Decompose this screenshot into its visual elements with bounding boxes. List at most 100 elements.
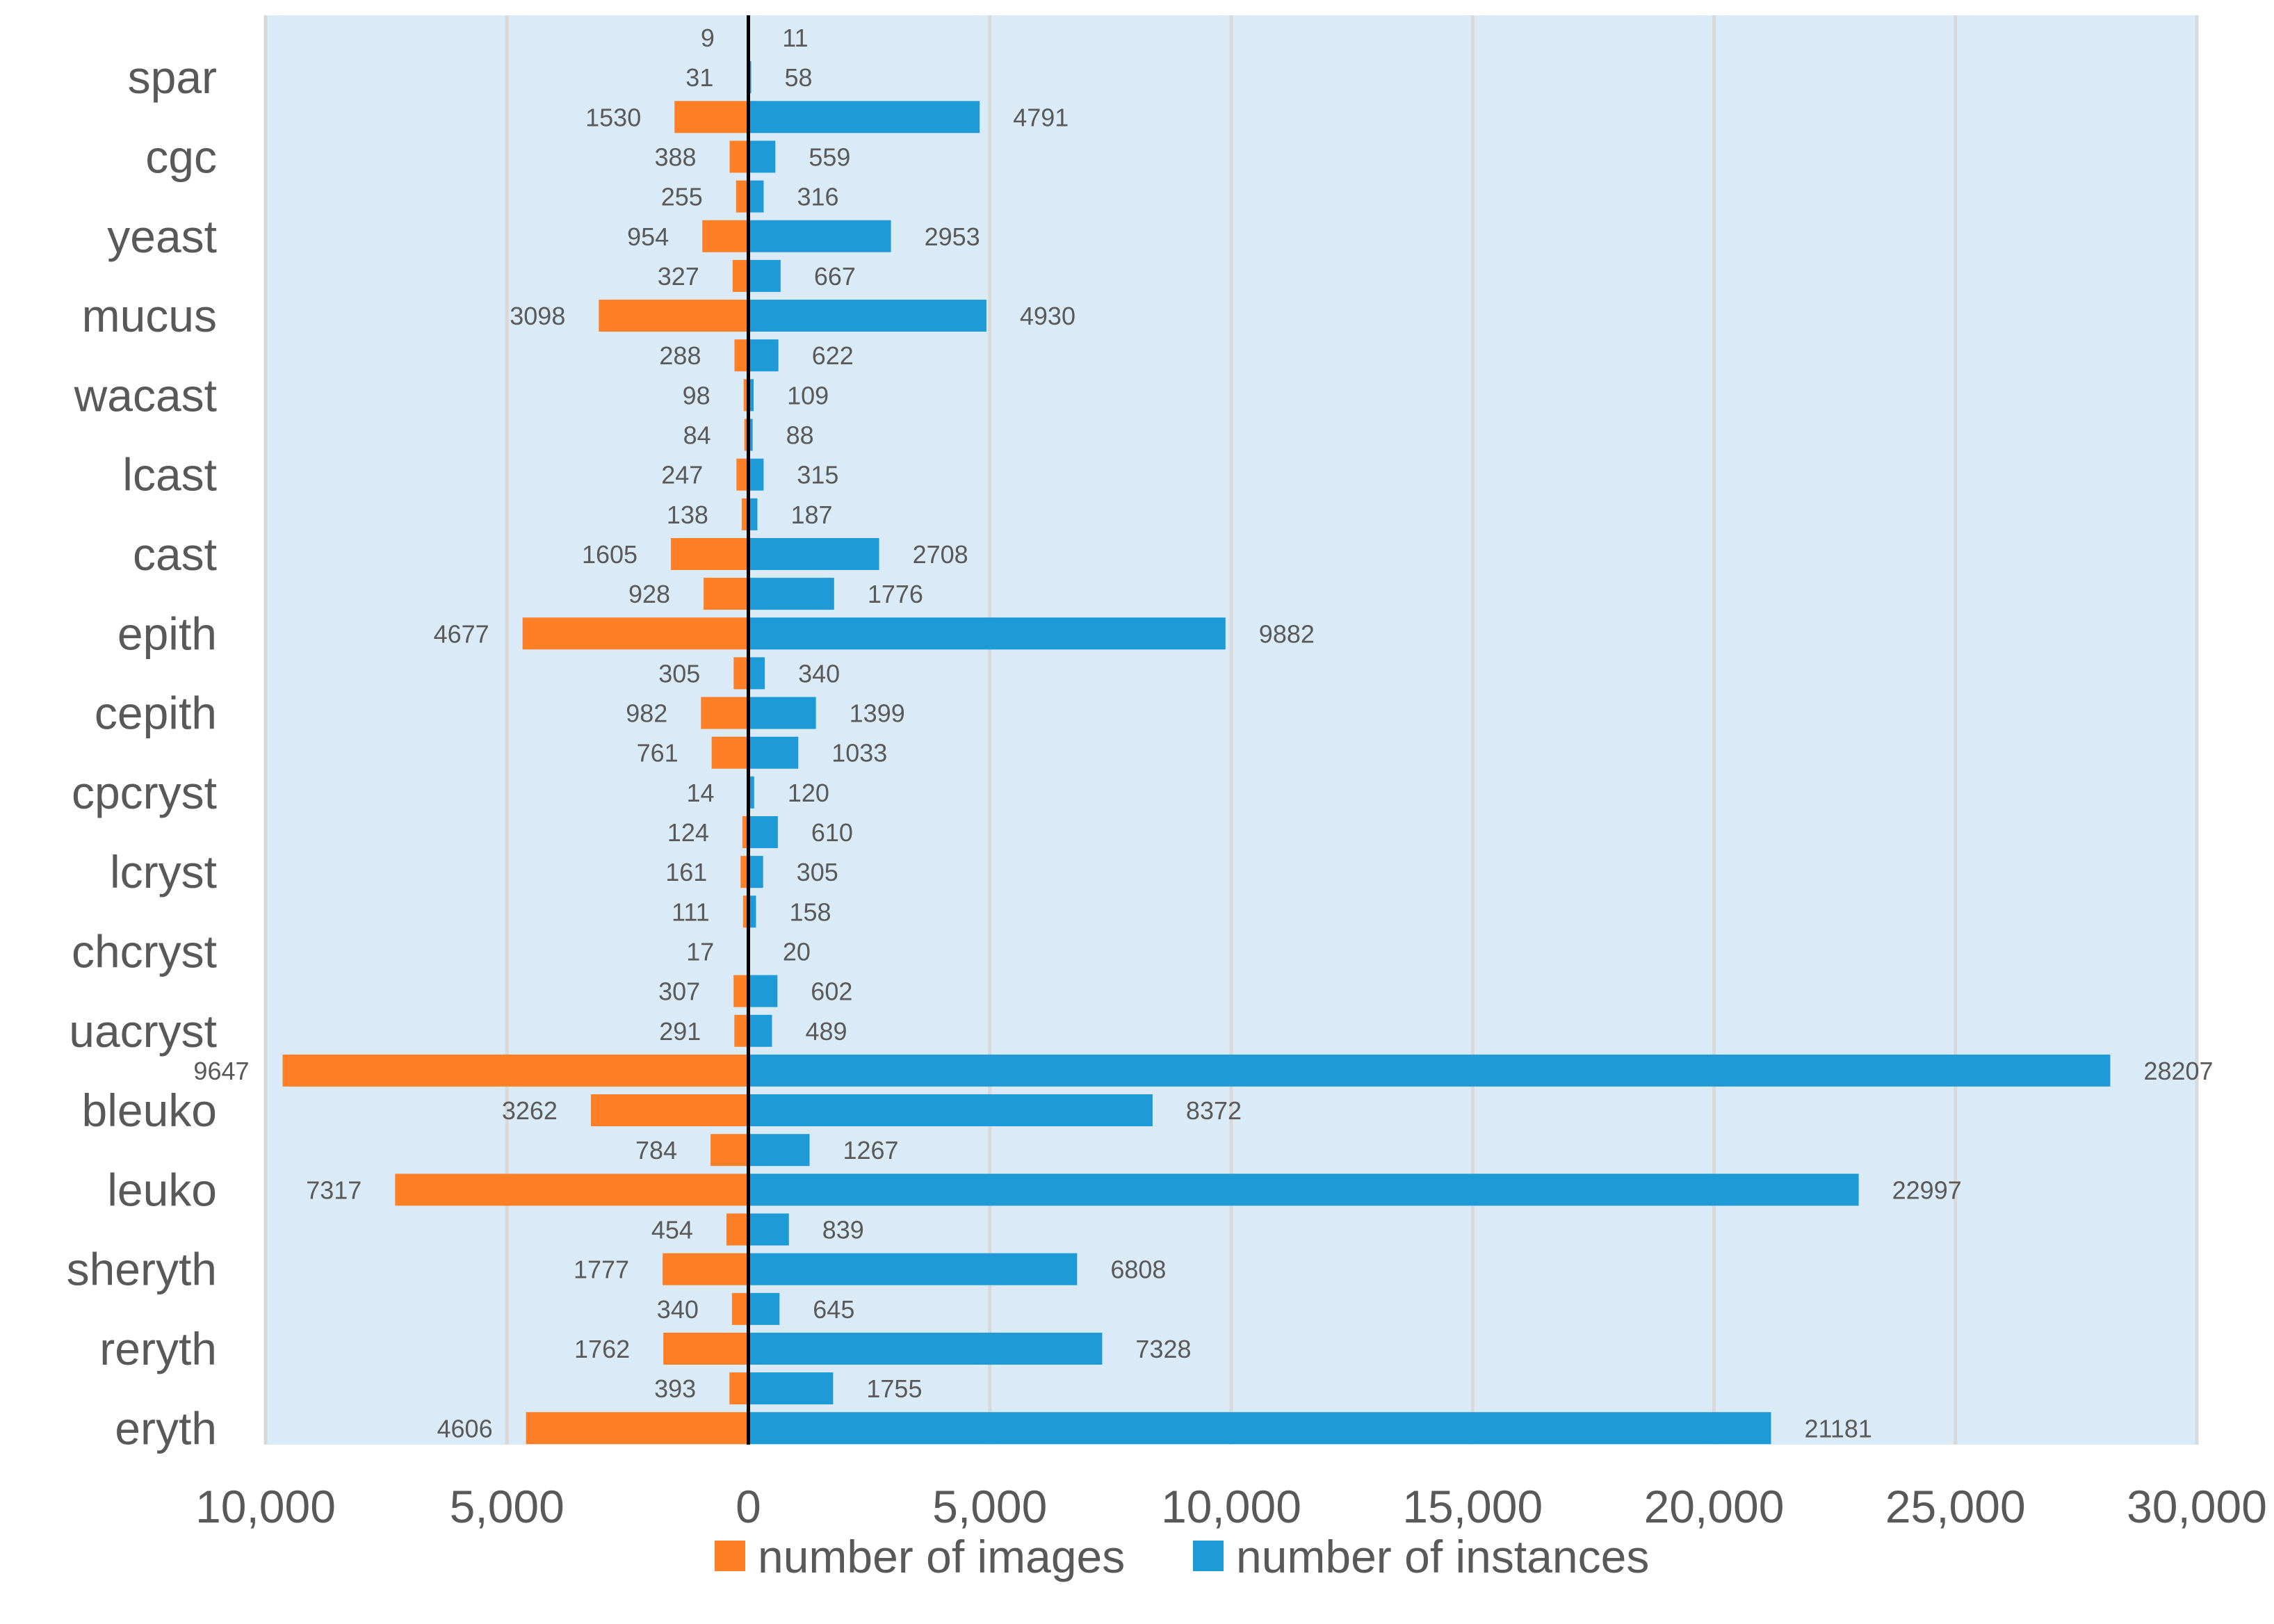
instances-value-label: 1755 bbox=[866, 1374, 922, 1403]
x-tick-label: 20,000 bbox=[1644, 1481, 1785, 1532]
instances-bar bbox=[748, 379, 754, 412]
instances-bar bbox=[748, 895, 756, 928]
instances-bar bbox=[748, 697, 816, 729]
instances-bar bbox=[748, 1332, 1103, 1365]
images-value-label: 9647 bbox=[193, 1057, 249, 1085]
images-bar bbox=[711, 736, 749, 769]
instances-value-label: 28207 bbox=[2143, 1057, 2213, 1085]
instances-bar bbox=[748, 975, 778, 1007]
instances-bar bbox=[748, 300, 986, 332]
instances-value-label: 11 bbox=[782, 24, 808, 52]
instances-value-label: 489 bbox=[805, 1017, 847, 1046]
instances-value-label: 1776 bbox=[868, 580, 923, 608]
category-label: cgc bbox=[145, 131, 217, 182]
legend-swatch-images bbox=[715, 1541, 745, 1571]
instances-value-label: 187 bbox=[790, 501, 832, 529]
category-label: mucus bbox=[82, 290, 217, 341]
images-value-label: 17 bbox=[686, 937, 714, 966]
instances-bar bbox=[748, 101, 980, 133]
images-bar bbox=[743, 379, 749, 412]
category-label: eryth bbox=[115, 1402, 217, 1454]
images-value-label: 928 bbox=[628, 580, 670, 608]
instances-value-label: 22997 bbox=[1892, 1176, 1962, 1204]
instances-bar bbox=[748, 498, 758, 530]
instances-bar bbox=[748, 220, 891, 252]
images-bar bbox=[741, 498, 749, 530]
images-value-label: 9 bbox=[701, 24, 715, 52]
instances-bar bbox=[748, 259, 781, 292]
images-value-label: 7317 bbox=[306, 1176, 362, 1204]
instances-bar bbox=[748, 1292, 780, 1325]
instances-bar bbox=[748, 339, 779, 372]
images-bar bbox=[740, 856, 749, 888]
instances-bar bbox=[748, 1174, 1859, 1206]
instances-bar bbox=[748, 1412, 1771, 1445]
images-value-label: 761 bbox=[637, 739, 679, 768]
instances-value-label: 109 bbox=[787, 381, 829, 409]
images-bar bbox=[663, 1253, 749, 1285]
instances-value-label: 120 bbox=[788, 779, 829, 807]
category-label: cpcryst bbox=[72, 767, 217, 818]
instances-bar bbox=[748, 1014, 772, 1047]
category-label: yeast bbox=[107, 211, 217, 262]
images-bar bbox=[736, 180, 749, 213]
instances-value-label: 315 bbox=[797, 461, 838, 489]
images-bar bbox=[734, 1014, 749, 1047]
x-tick-label: 15,000 bbox=[1402, 1481, 1543, 1532]
instances-bar bbox=[748, 1094, 1153, 1127]
images-bar bbox=[733, 657, 749, 690]
images-bar bbox=[729, 140, 749, 173]
images-value-label: 124 bbox=[667, 818, 709, 847]
images-value-label: 327 bbox=[658, 262, 699, 291]
images-bar bbox=[674, 101, 749, 133]
images-value-label: 288 bbox=[659, 341, 701, 370]
instances-value-label: 839 bbox=[822, 1216, 864, 1244]
images-bar bbox=[734, 339, 749, 372]
instances-value-label: 88 bbox=[786, 421, 814, 450]
images-value-label: 98 bbox=[683, 381, 710, 409]
images-value-label: 3262 bbox=[502, 1096, 558, 1125]
category-label: lcryst bbox=[110, 846, 217, 898]
images-bar bbox=[726, 1213, 749, 1246]
images-bar bbox=[282, 1054, 749, 1087]
images-value-label: 1605 bbox=[582, 540, 637, 569]
images-bar bbox=[710, 1134, 749, 1167]
category-label: leuko bbox=[107, 1164, 217, 1215]
images-bar bbox=[732, 259, 749, 292]
images-bar bbox=[671, 537, 749, 570]
x-tick-label: 30,000 bbox=[2127, 1481, 2267, 1532]
instances-bar bbox=[748, 617, 1226, 650]
images-value-label: 14 bbox=[686, 779, 714, 807]
images-bar bbox=[733, 975, 749, 1007]
instances-value-label: 4791 bbox=[1013, 103, 1069, 131]
instances-bar bbox=[748, 180, 764, 213]
instances-value-label: 1033 bbox=[831, 739, 887, 768]
images-value-label: 393 bbox=[654, 1374, 696, 1403]
legend-label-images: number of images bbox=[758, 1531, 1125, 1582]
images-bar bbox=[395, 1174, 749, 1206]
images-bar bbox=[742, 816, 749, 848]
images-bar bbox=[522, 617, 749, 650]
images-value-label: 291 bbox=[659, 1017, 701, 1046]
instances-value-label: 602 bbox=[811, 977, 852, 1006]
instances-value-label: 2708 bbox=[913, 540, 968, 569]
instances-bar bbox=[748, 776, 754, 809]
instances-value-label: 305 bbox=[797, 858, 838, 886]
images-bar bbox=[599, 300, 749, 332]
images-value-label: 255 bbox=[661, 183, 703, 211]
category-label: sheryth bbox=[67, 1244, 217, 1295]
images-value-label: 111 bbox=[672, 898, 710, 926]
instances-value-label: 158 bbox=[789, 898, 831, 926]
images-value-label: 982 bbox=[626, 699, 667, 728]
category-label: reryth bbox=[99, 1323, 217, 1374]
instances-bar bbox=[748, 657, 765, 690]
images-bar bbox=[744, 419, 749, 451]
images-bar bbox=[590, 1094, 749, 1127]
images-value-label: 305 bbox=[658, 659, 700, 688]
instances-bar bbox=[748, 140, 776, 173]
category-label: wacast bbox=[74, 369, 217, 421]
instances-value-label: 667 bbox=[814, 262, 856, 291]
instances-bar bbox=[748, 1372, 834, 1405]
images-value-label: 388 bbox=[654, 143, 696, 171]
